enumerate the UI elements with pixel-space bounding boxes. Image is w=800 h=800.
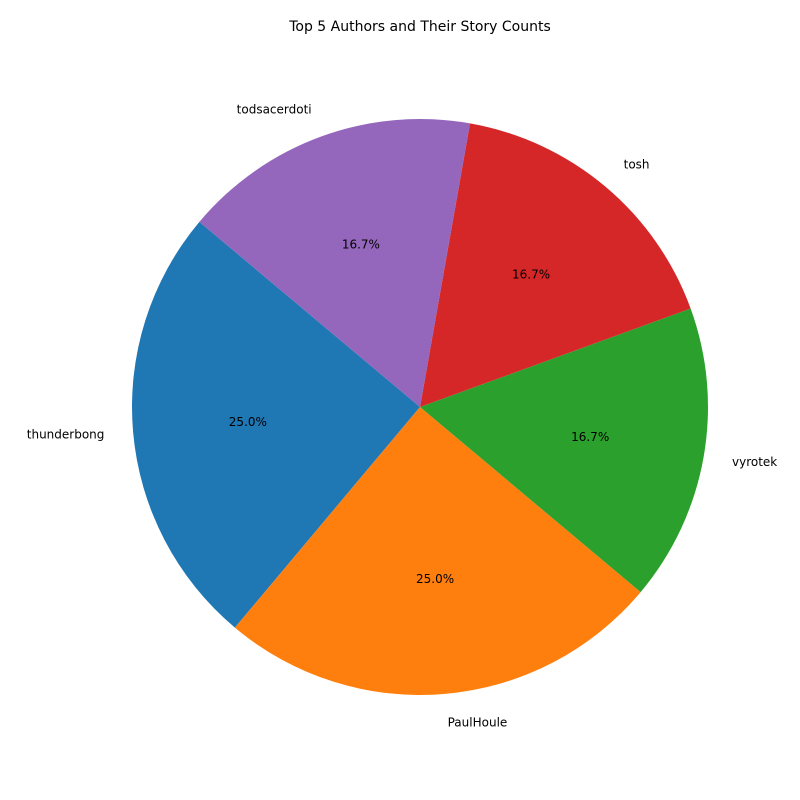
pie-slice-todsacerdoti [199, 119, 471, 408]
percent-label-todsacerdoti: 16.7% [342, 238, 380, 252]
slice-labels: thunderbong PaulHoule vyrotek tosh todsacerd… [27, 102, 778, 729]
pie-slice-vyrotek [420, 308, 708, 593]
chart-title: Top 5 Authors and Their Story Counts [288, 19, 551, 35]
percent-label-thunderbong: 25.0% [229, 415, 267, 429]
slice-label-todsacerdoti: todsacerdoti [237, 102, 312, 116]
pie-slice-paulhoule [234, 407, 641, 695]
percent-label-paulhoule: 25.0% [416, 572, 454, 586]
slice-label-thunderbong: thunderbong [27, 428, 105, 442]
percent-labels: 25.0% 25.0% 16.7% 16.7% 16.7% [229, 238, 609, 587]
slice-label-tosh: tosh [624, 157, 650, 171]
pie-slice-tosh [420, 123, 691, 407]
slice-label-paulhoule: PaulHoule [448, 716, 508, 730]
pie-slices [132, 119, 708, 695]
percent-label-tosh: 16.7% [512, 268, 550, 282]
pie-slice-thunderbong [132, 221, 420, 628]
percent-label-vyrotek: 16.7% [571, 430, 609, 444]
slice-label-vyrotek: vyrotek [732, 455, 777, 469]
